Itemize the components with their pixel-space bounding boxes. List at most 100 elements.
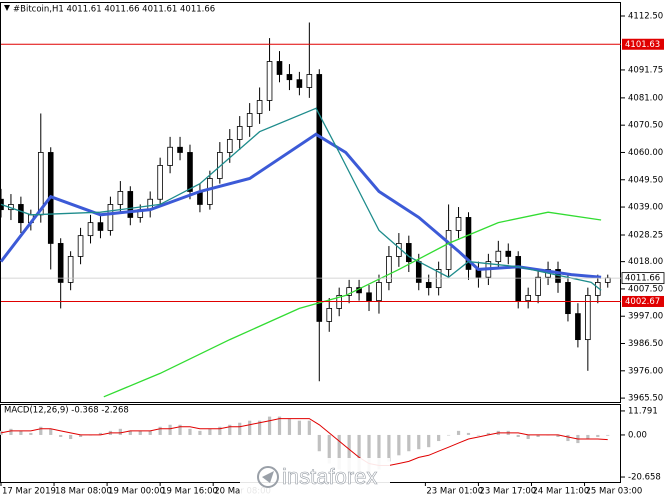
y-tick-label: 4060.00 [628,148,663,158]
macd-bar [456,430,461,435]
macd-bar [218,426,222,435]
macd-bar [258,420,262,435]
macd-bar [377,434,381,470]
macd-bar [178,424,182,435]
macd-bar [536,434,540,437]
candle-body [117,191,124,205]
macd-bar [586,434,590,440]
candle-body [495,250,502,263]
macd-bar [486,432,490,435]
candle-body [266,61,273,101]
candle-body [366,292,372,302]
macd-bar [208,428,212,435]
macd-bar [556,434,560,437]
candle-body [525,295,531,302]
macd-bar [29,432,33,435]
candle-body [515,256,522,302]
macd-bar [148,430,152,435]
candle-body [306,74,313,88]
candle-body [585,295,591,341]
x-tick-label: 24 Mar 11:00 [532,487,589,497]
y-tick-label: 4018.00 [628,257,663,267]
macd-title: MACD(12,26,9) -0.368 -2.268 [4,406,129,416]
level-label-box [622,38,664,50]
macd-bar [596,434,600,437]
macd-bar [19,430,23,435]
macd-bar [287,418,292,435]
macd-bar [267,416,272,435]
macd-bar [407,434,411,452]
macd-bar [59,434,63,437]
last-price-box [621,272,665,285]
y-tick-label: 4039.00 [628,203,663,213]
macd-bar [49,428,53,435]
candle-body [18,204,24,224]
macd-bar [476,434,481,436]
macd-bar [188,428,192,435]
candle-body [167,146,173,166]
candle-body [256,100,263,114]
macd-bar [118,428,122,435]
y-tick-label: 3997.00 [628,312,663,322]
candle-body [376,282,382,302]
macd-bar [198,430,202,435]
candle-body [276,61,283,75]
y-tick-label: 4112.50 [628,11,663,21]
header-arrow [4,5,10,11]
macd-bar [347,434,351,474]
macd-bar [327,434,331,464]
watermark: instaforex [240,458,390,498]
candle-body [157,165,163,200]
candle-body [107,204,114,231]
candle-body [435,269,442,289]
macd-bar [466,432,471,435]
macd-bar [168,424,172,435]
y-tick-label: 4070.50 [628,121,663,131]
indicator-line [0,107,602,291]
candle-body [505,250,512,257]
candle-body [386,256,392,283]
candle-body [236,126,243,140]
candle-body [425,282,432,289]
candle-body [177,146,183,153]
candle-body [465,217,472,270]
macd-bar [437,434,441,442]
macd-bar [69,434,73,440]
x-tick-label: 18 Mar 08:00 [55,487,112,497]
last-price-label: 4011.66 [625,274,660,284]
indicator-line [0,132,602,279]
y-tick-label: 3965.50 [628,394,663,404]
candle-body [226,139,233,153]
indicator-line [103,211,602,398]
macd-bar [606,434,610,436]
chart-title: #Bitcoin,H1 4011.61 4011.66 4011.61 4011… [13,5,215,15]
x-tick-label: 23 Mar 01:00 [426,487,483,497]
macd-bar [39,426,43,435]
candle-body [604,277,611,283]
macd-bar [128,430,132,435]
macd-bar [158,426,162,435]
candle-body [286,74,293,81]
y-tick-label: 4049.50 [628,175,663,185]
macd-bar [566,434,570,442]
macd-bar [297,420,301,435]
candle-body [77,235,84,257]
candle-body [57,243,64,283]
candle-body [575,313,581,341]
level-label: 4002.67 [625,297,660,307]
watermark-text: instaforex [282,464,377,489]
y-tick-label: -20.658 [628,473,661,483]
candle-body [246,113,253,127]
y-tick-label: 3976.00 [628,366,663,376]
level-label-box [622,295,664,307]
macd-bar [446,434,451,436]
candle-body [207,178,213,205]
macd-bar [387,434,391,462]
candle-body [565,282,571,315]
y-tick-label: 4007.50 [628,284,663,294]
macd-bar [9,428,13,435]
macd-bar [78,434,83,437]
candle-body [326,308,333,322]
